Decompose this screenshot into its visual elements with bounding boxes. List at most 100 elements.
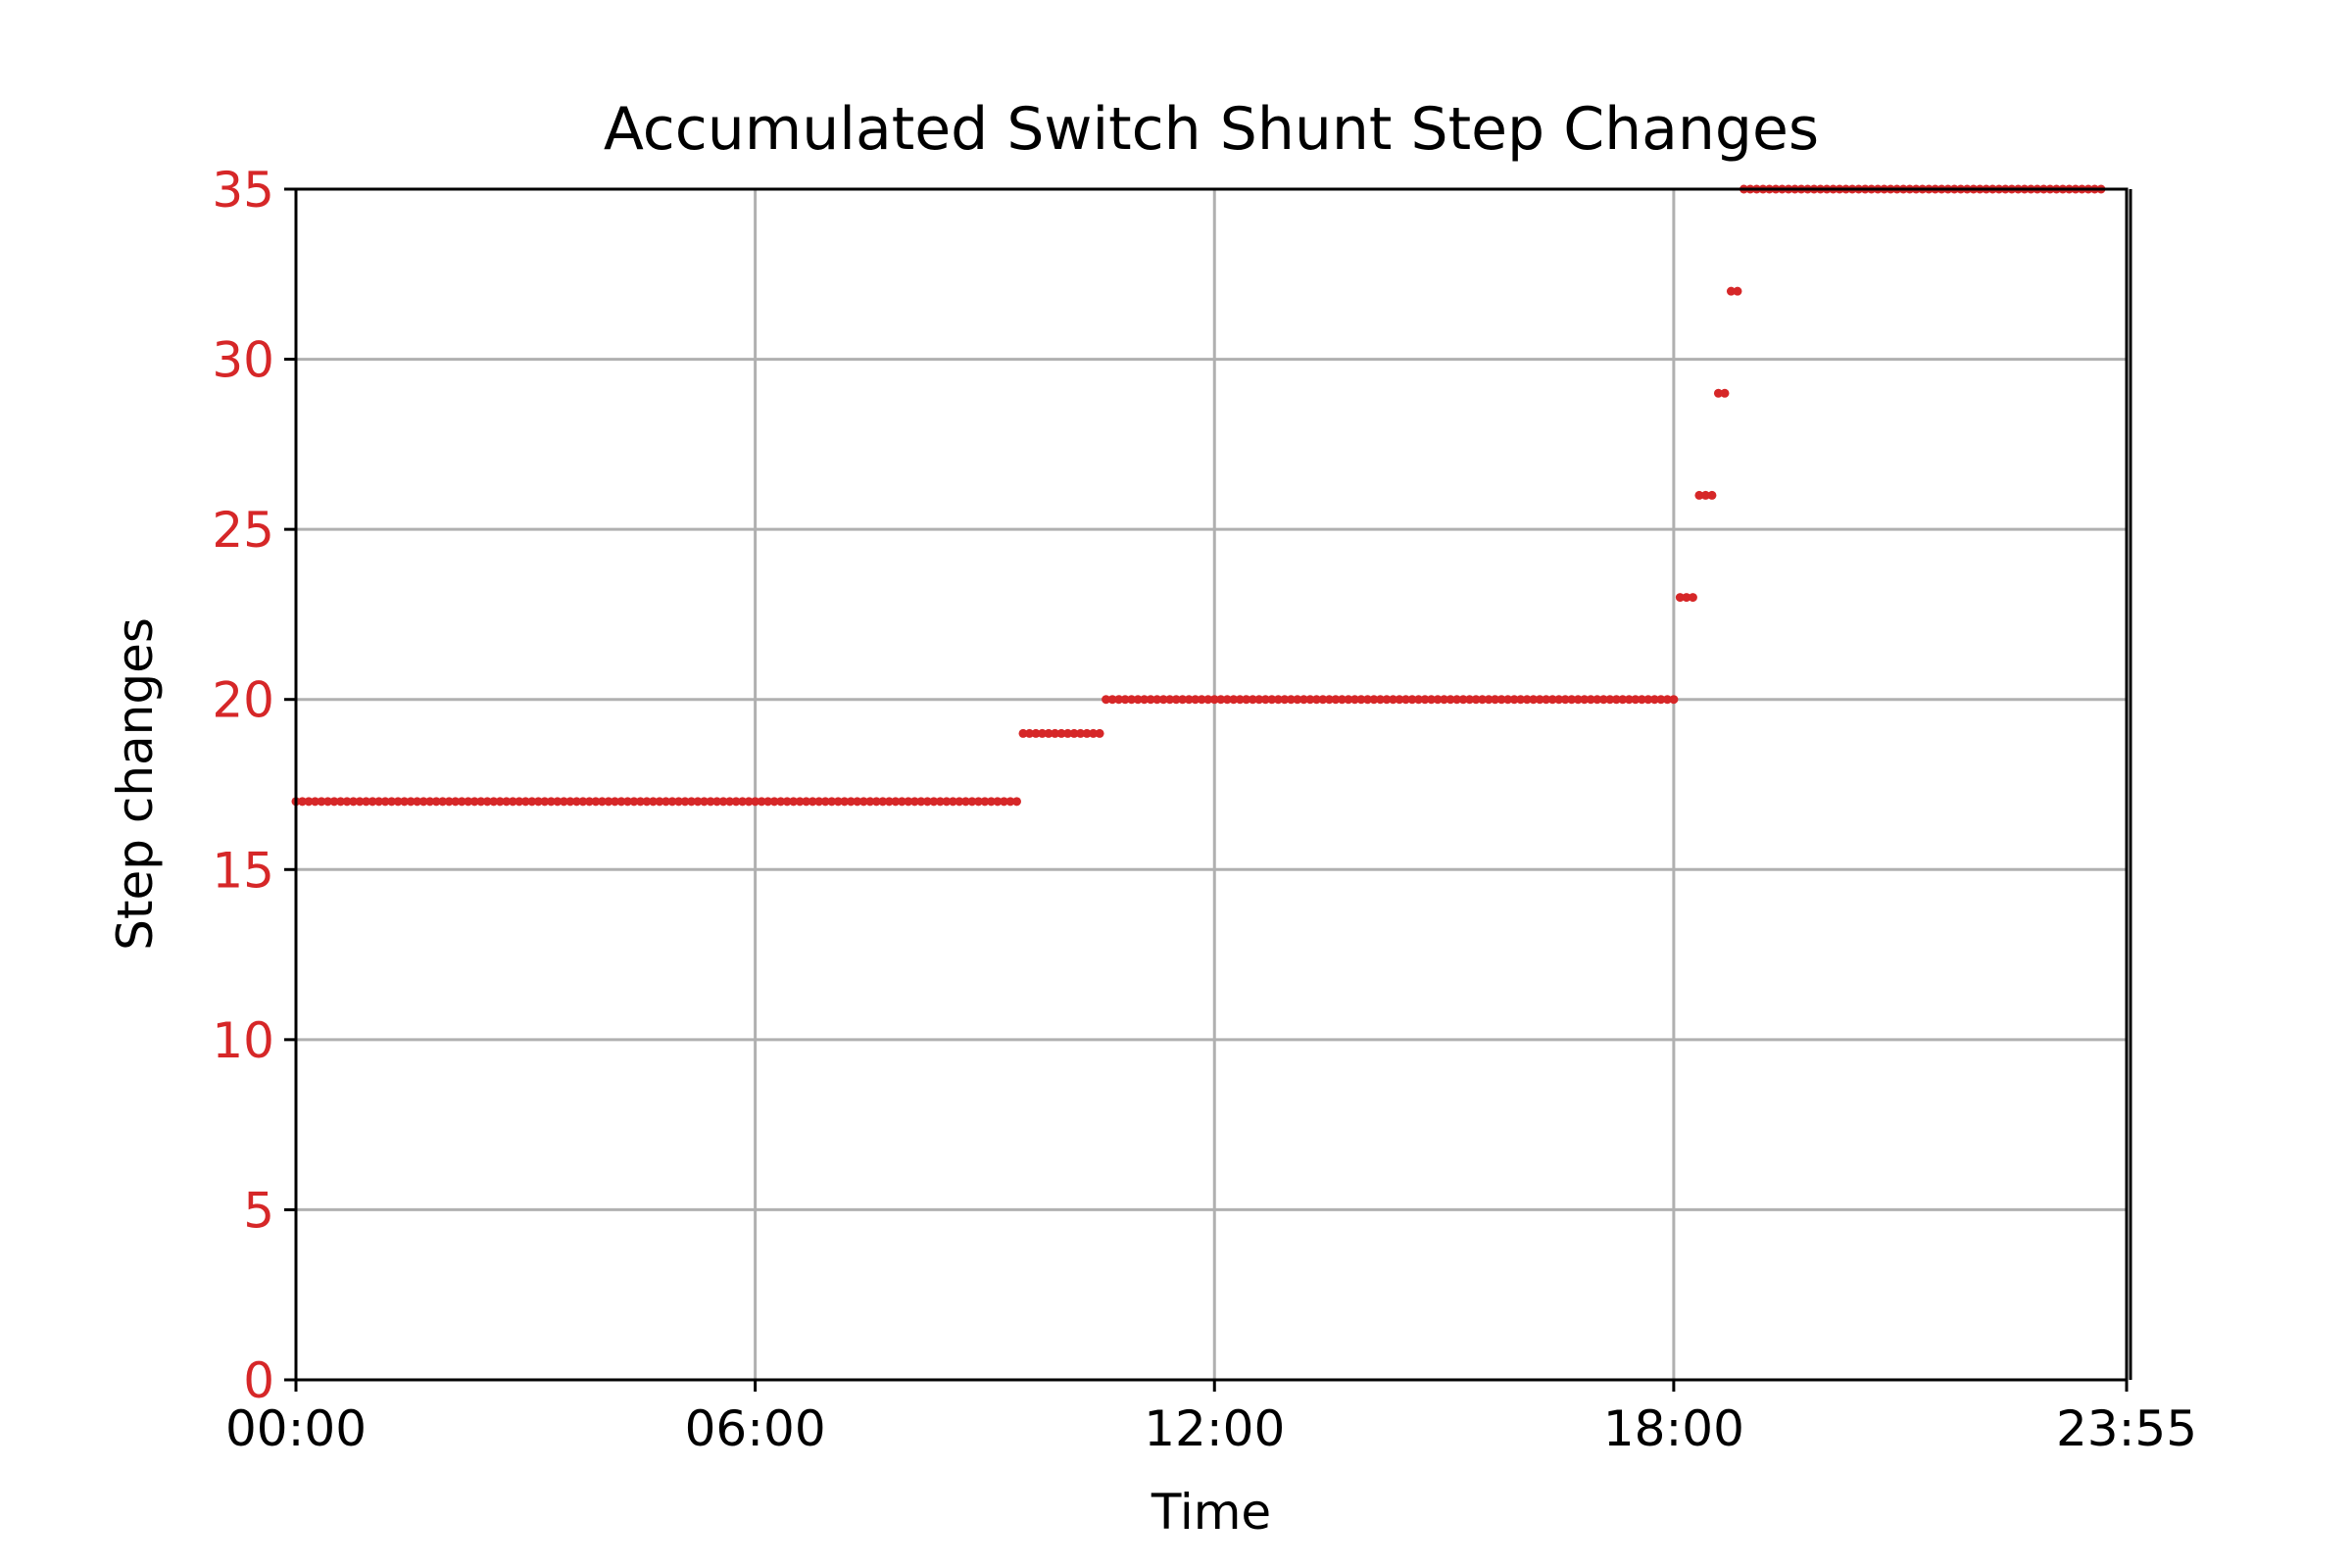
data-point [304, 797, 314, 807]
data-point [393, 797, 403, 807]
data-point [1452, 695, 1462, 705]
data-point [1446, 695, 1455, 705]
data-point [833, 797, 843, 807]
data-point [802, 797, 811, 807]
data-point [1516, 695, 1526, 705]
data-point [1349, 695, 1359, 705]
data-point [578, 797, 588, 807]
data-point [1567, 695, 1577, 705]
data-point [1005, 797, 1015, 807]
data-point [1107, 695, 1117, 705]
data-point [336, 797, 346, 807]
data-point [757, 797, 766, 807]
data-point [629, 797, 639, 807]
data-point [1076, 728, 1086, 738]
data-point [1044, 728, 1054, 738]
data-point [1573, 695, 1583, 705]
y-tick-label: 15 [212, 842, 274, 899]
data-point [610, 797, 619, 807]
data-point [1171, 695, 1181, 705]
data-point [374, 797, 384, 807]
chart-title: Accumulated Switch Shunt Step Changes [604, 95, 1819, 164]
data-point [1273, 695, 1283, 705]
data-point [1656, 695, 1666, 705]
data-point [738, 797, 748, 807]
data-point [1254, 695, 1264, 705]
data-point [942, 797, 952, 807]
data-point [763, 797, 773, 807]
data-point [1038, 728, 1048, 738]
data-point [993, 797, 1003, 807]
data-point [457, 797, 466, 807]
data-point [1554, 695, 1564, 705]
data-point [776, 797, 786, 807]
data-point [1618, 695, 1628, 705]
x-tick-label: 06:00 [685, 1400, 826, 1457]
data-point [520, 797, 530, 807]
data-point [1165, 695, 1175, 705]
data-point [438, 797, 448, 807]
data-point [999, 797, 1008, 807]
data-point [622, 797, 632, 807]
data-point [960, 797, 970, 807]
data-point [1605, 695, 1615, 705]
data-point [827, 797, 837, 807]
data-point [508, 797, 517, 807]
data-point [865, 797, 875, 807]
data-point [546, 797, 556, 807]
data-point [1688, 593, 1697, 603]
data-point [1586, 695, 1595, 705]
data-point [878, 797, 888, 807]
data-point [1669, 695, 1679, 705]
data-point [687, 797, 697, 807]
data-point [1580, 695, 1590, 705]
data-point [604, 797, 613, 807]
data-point [986, 797, 996, 807]
data-point [368, 797, 377, 807]
data-point [1440, 695, 1449, 705]
data-point [1401, 695, 1411, 705]
data-point [342, 797, 352, 807]
data-point [706, 797, 715, 807]
data-point [1280, 695, 1290, 705]
data-point [725, 797, 735, 807]
x-tick-label: 00:00 [225, 1400, 367, 1457]
data-point [909, 797, 919, 807]
data-point [1649, 695, 1659, 705]
data-point [1382, 695, 1392, 705]
data-point [955, 797, 964, 807]
data-point [482, 797, 492, 807]
data-point [584, 797, 594, 807]
data-point [469, 797, 479, 807]
y-tick-label: 20 [212, 672, 274, 729]
data-point [744, 797, 754, 807]
data-point [1298, 695, 1308, 705]
axes: 00:00 06:00 12:00 18:00 23:55 0 5 10 15 20 25 30 35 [212, 162, 2197, 1457]
data-point [1216, 695, 1226, 705]
data-point [1082, 728, 1092, 738]
data-point [674, 797, 684, 807]
data-point [1191, 695, 1200, 705]
data-point [795, 797, 805, 807]
data-point [451, 797, 461, 807]
data-point [700, 797, 710, 807]
data-point [820, 797, 830, 807]
data-point [1120, 695, 1130, 705]
data-point [1209, 695, 1219, 705]
data-point [323, 797, 333, 807]
data-point [1184, 695, 1194, 705]
y-tick-label: 35 [212, 162, 274, 219]
data-point [1095, 728, 1104, 738]
data-point [489, 797, 499, 807]
data-point [1611, 695, 1621, 705]
data-point [1592, 695, 1602, 705]
data-point [362, 797, 371, 807]
data-point [1056, 728, 1066, 738]
data-point [317, 797, 326, 807]
data-point [1267, 695, 1277, 705]
x-tick-label: 12:00 [1144, 1400, 1285, 1457]
data-point [495, 797, 505, 807]
data-point [1133, 695, 1143, 705]
data-point [1311, 695, 1321, 705]
